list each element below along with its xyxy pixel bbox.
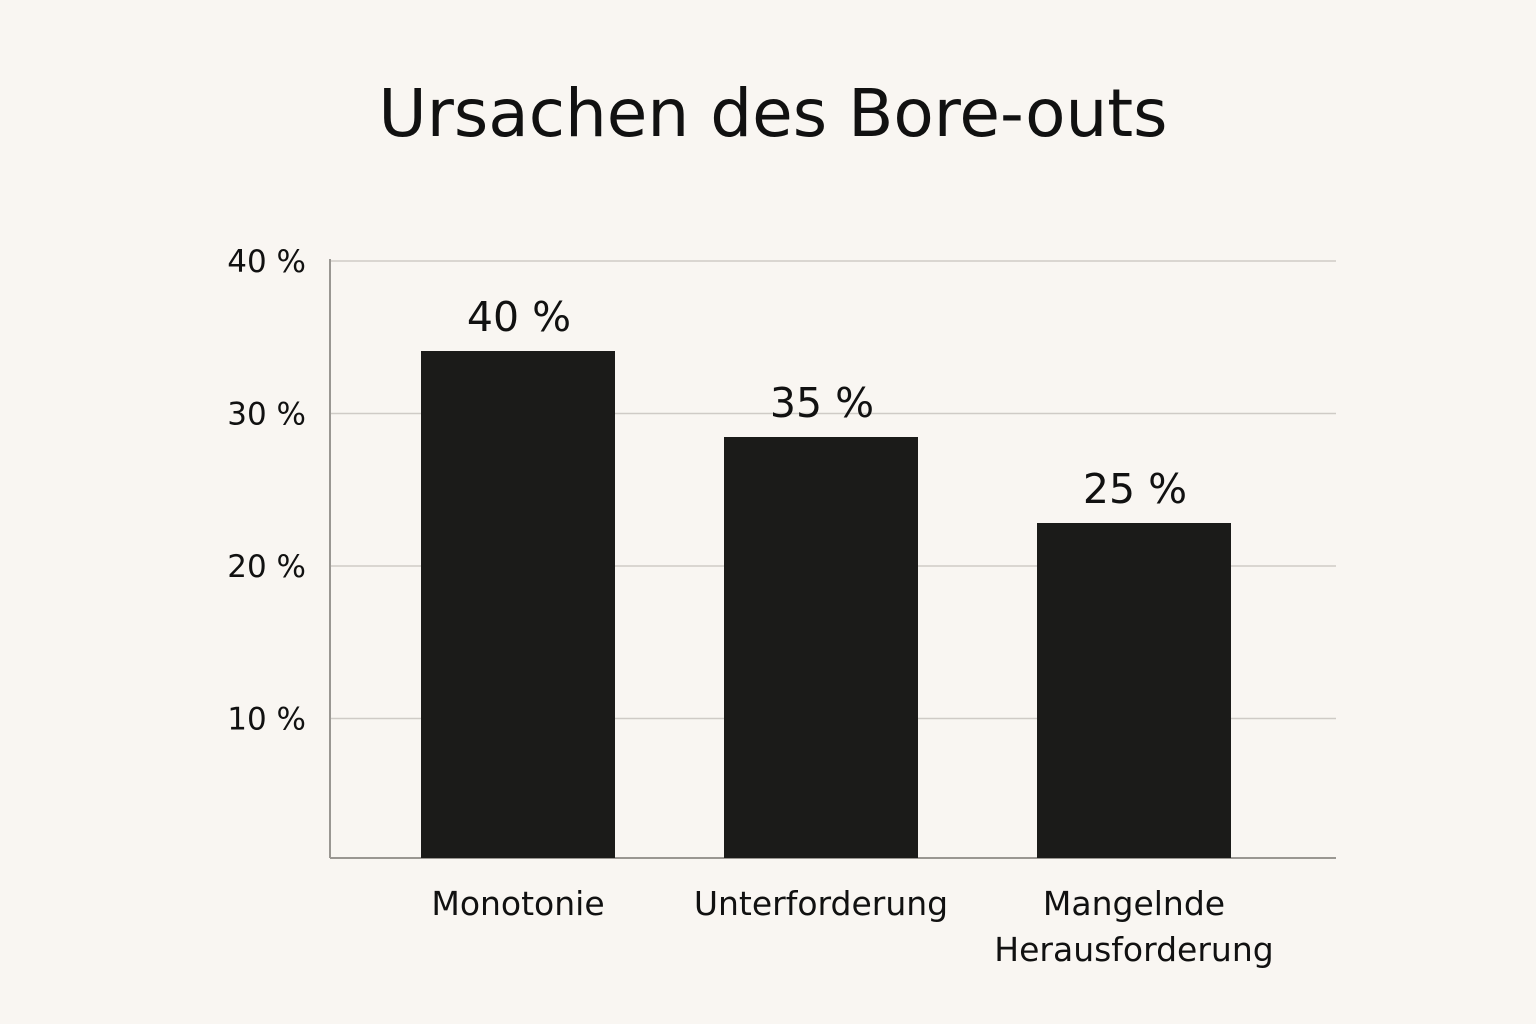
y-tick-labels: 10 % 20 % 30 % 40 % xyxy=(227,244,306,738)
category-label: Unterforderung xyxy=(694,884,948,923)
category-label: Mangelnde xyxy=(1043,884,1225,923)
y-tick-label: 30 % xyxy=(227,397,306,433)
bar-value-label: 35 % xyxy=(770,379,874,427)
bars xyxy=(421,351,1231,858)
bar-mangelnde-herausforderung xyxy=(1037,523,1231,858)
category-labels: Monotonie Unterforderung Mangelnde Herausfo… xyxy=(431,884,1273,969)
value-labels: 40 % 35 % 25 % xyxy=(467,293,1187,513)
bar-unterforderung xyxy=(724,437,918,858)
y-tick-label: 40 % xyxy=(227,244,306,280)
category-label: Herausforderung xyxy=(994,930,1273,969)
y-tick-label: 10 % xyxy=(227,702,306,738)
bar-value-label: 25 % xyxy=(1083,465,1187,513)
bar-monotonie xyxy=(421,351,615,858)
y-tick-label: 20 % xyxy=(227,549,306,585)
bar-value-label: 40 % xyxy=(467,293,571,341)
chart-title: Ursachen des Bore-outs xyxy=(378,75,1167,152)
category-label: Monotonie xyxy=(431,884,604,923)
